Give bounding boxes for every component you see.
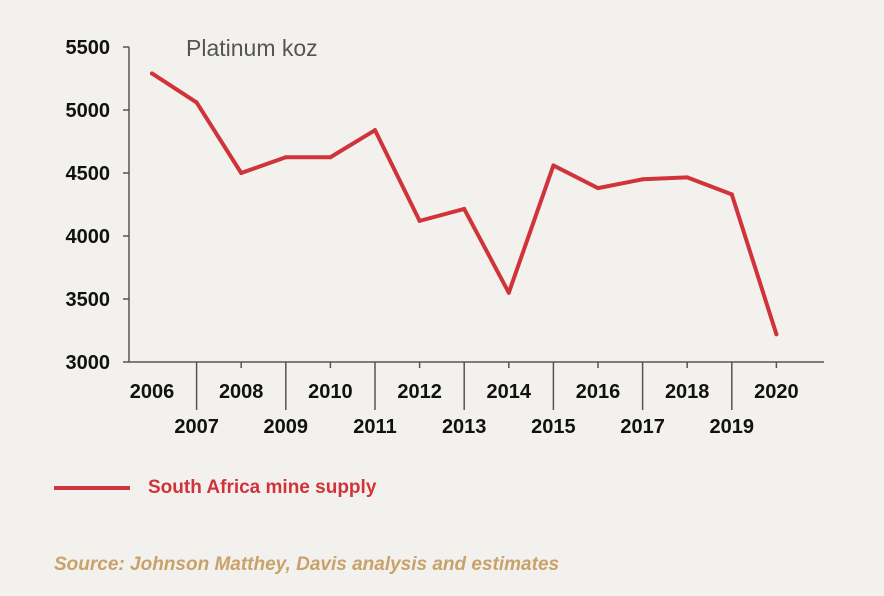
data-point [640, 177, 645, 182]
y-tick-label: 4500 [66, 163, 111, 185]
data-point [239, 171, 244, 175]
data-point [194, 100, 199, 105]
x-tick-label: 2017 [620, 416, 665, 438]
x-tick-label: 2011 [353, 416, 396, 438]
legend-label-south-africa: South Africa mine supply [148, 477, 377, 498]
x-tick-label: 2009 [264, 416, 309, 438]
data-point [506, 290, 511, 295]
data-point [551, 163, 556, 168]
y-axis-label: Platinum koz [186, 35, 318, 61]
series-group [150, 71, 779, 337]
y-tick-label: 4000 [66, 226, 111, 248]
x-tick-label: 2016 [576, 381, 621, 403]
x-tick-label: 2015 [531, 416, 576, 438]
data-point [417, 218, 422, 223]
data-point [373, 128, 377, 133]
data-point [774, 332, 779, 337]
x-tick-label: 2008 [219, 381, 264, 403]
x-tick-label: 2019 [710, 416, 755, 438]
x-tick-label: 2010 [308, 381, 353, 403]
data-point [328, 155, 333, 160]
x-tick-label: 2014 [487, 381, 532, 403]
x-tick-label: 2007 [174, 416, 219, 438]
data-point [150, 71, 154, 76]
y-tick-label: 3500 [66, 289, 111, 311]
x-tick-label: 2020 [754, 381, 799, 403]
x-tick-label: 2006 [130, 381, 175, 403]
legend-swatch-south-africa [54, 486, 130, 490]
data-point [462, 206, 467, 211]
legend: South Africa mine supply [54, 477, 376, 499]
y-tick-label: 5500 [66, 37, 111, 59]
y-tick-label: 5000 [66, 100, 111, 122]
data-point [729, 192, 734, 197]
series-line-south-africa [150, 71, 779, 337]
data-point [596, 186, 600, 191]
data-point [685, 175, 690, 180]
y-tick-label: 3000 [66, 352, 111, 374]
data-point [283, 155, 288, 160]
source-note: Source: Johnson Matthey, Davis analysis … [54, 554, 560, 575]
x-tick-label: 2018 [665, 381, 710, 403]
x-tick-label: 2012 [397, 381, 442, 403]
x-tick-label: 2013 [442, 416, 487, 438]
y-axis: 5500 5000 4500 4000 3500 3000 [66, 37, 130, 374]
